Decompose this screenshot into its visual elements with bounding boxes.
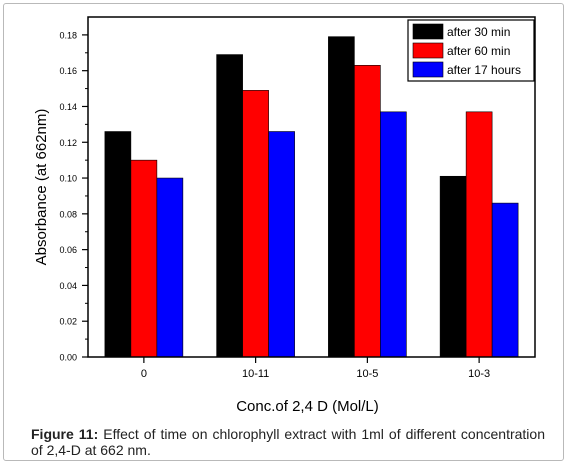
bar — [439, 175, 467, 358]
legend-label: after 17 hours — [447, 63, 521, 77]
x-axis-title: Conc.of 2,4 D (Mol/L) — [236, 398, 379, 415]
legend-label: after 60 min — [447, 44, 510, 58]
y-tick-label: 0.12 — [59, 138, 77, 148]
y-tick-label: 0.10 — [59, 174, 77, 184]
bar — [328, 36, 355, 358]
y-tick-label: 0.14 — [59, 102, 77, 112]
legend-label: after 30 min — [447, 25, 510, 39]
caption-text: Effect of time on chlorophyll extract wi… — [31, 426, 545, 458]
bar — [156, 177, 184, 358]
bar-chart: 0.00 0.02 0.04 0.06 0.08 0.10 0.12 0.14 0.16 0.18… — [33, 16, 536, 415]
x-tick-label: 10-5 — [356, 368, 378, 380]
legend: after 30 min after 60 min after 17 hours — [407, 19, 535, 82]
bar — [130, 159, 158, 358]
y-tick-label: 0.02 — [59, 317, 77, 327]
bar — [268, 131, 295, 358]
bar — [216, 54, 243, 358]
legend-swatch — [412, 61, 444, 78]
caption-label: Figure 11: — [31, 426, 99, 442]
bar — [354, 65, 381, 358]
figure-caption: Figure 11: Effect of time on chlorophyll… — [31, 426, 545, 458]
y-axis-ticks: 0.00 0.02 0.04 0.06 0.08 0.10 0.12 0.14 0.16 0.18 — [59, 30, 88, 363]
x-tick-label: 10-3 — [468, 368, 490, 380]
bar — [380, 111, 407, 358]
y-axis-title: Absorbance (at 662nm) — [33, 109, 50, 266]
bar — [104, 131, 132, 358]
y-tick-label: 0.04 — [59, 281, 77, 291]
y-tick-label: 0.18 — [59, 30, 77, 40]
figure-frame — [3, 3, 564, 461]
y-tick-label: 0.16 — [59, 66, 77, 76]
legend-swatch — [412, 23, 444, 40]
bar — [242, 90, 269, 358]
y-tick-label: 0.06 — [59, 245, 77, 255]
bar — [491, 202, 519, 358]
plot-area-frame — [87, 16, 536, 358]
x-tick-label: 10-11 — [242, 368, 269, 380]
legend-swatch — [412, 42, 444, 59]
y-tick-label: 0.08 — [59, 209, 77, 219]
x-axis-ticks: 0 10-11 10-5 10-3 — [141, 357, 490, 380]
bars — [104, 36, 519, 358]
y-tick-label: 0.00 — [59, 353, 77, 363]
x-tick-label: 0 — [141, 368, 147, 380]
bar — [465, 111, 493, 358]
